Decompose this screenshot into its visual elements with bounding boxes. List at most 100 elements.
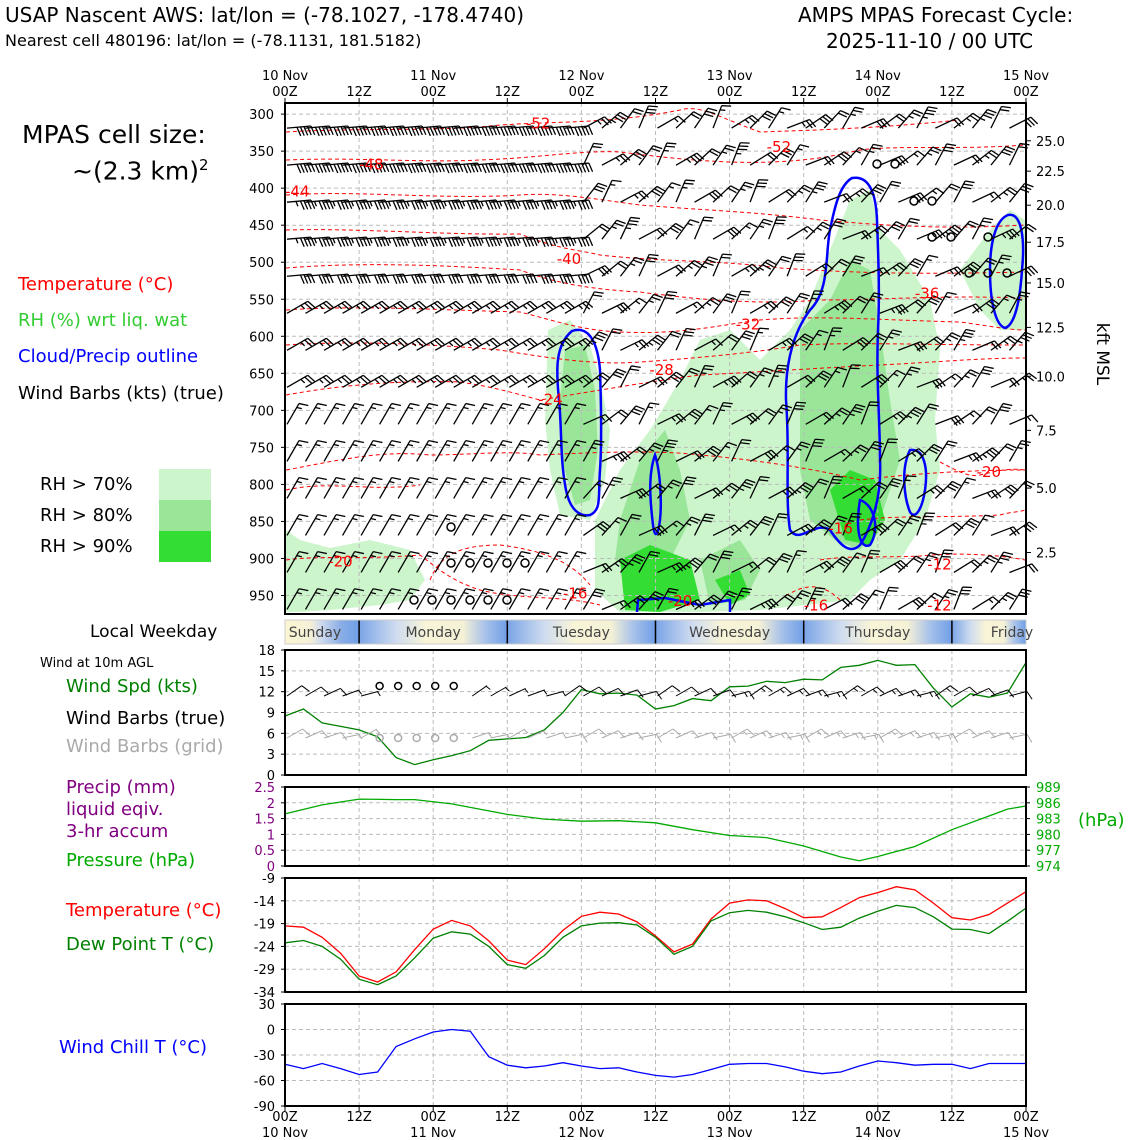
barb-shaft	[805, 290, 815, 314]
barb-shaft	[323, 477, 337, 499]
barb-half	[536, 201, 540, 207]
barb-flag	[953, 267, 962, 276]
barb-shaft	[1008, 183, 1026, 203]
barb-flag	[801, 335, 811, 342]
barb-half	[481, 554, 488, 558]
barb-shaft	[768, 255, 783, 277]
barb-shaft	[416, 273, 441, 277]
barb-shaft	[397, 403, 411, 425]
barb-flag	[1001, 151, 1011, 156]
wind-barb	[546, 337, 575, 351]
barb-flag	[855, 597, 865, 604]
barb-shaft	[379, 337, 401, 351]
barb-shaft	[731, 690, 750, 697]
weekday-strip: Sunday Monday Tuesday Wednesday Thursday Frid…	[284, 619, 1033, 645]
wind-barb	[897, 217, 920, 240]
wind-barb	[731, 438, 752, 462]
wind-barb	[731, 290, 751, 314]
barb-half	[834, 370, 841, 374]
barb-shaft	[508, 514, 522, 536]
barb-half	[541, 378, 546, 384]
barb-flag	[838, 303, 847, 311]
barb-shaft	[935, 415, 959, 425]
pressure-tick-label: 300	[249, 108, 274, 123]
wind-barb	[953, 559, 982, 574]
barb-shaft	[601, 558, 622, 573]
barb-half	[407, 443, 414, 447]
barb-shaft	[972, 149, 992, 166]
wind-barb	[805, 478, 830, 499]
barb-flag	[391, 439, 402, 444]
barb-flag	[335, 588, 346, 592]
barb-flag	[526, 339, 535, 347]
barb-shaft	[935, 522, 957, 536]
wind-barb	[879, 687, 903, 697]
barb-half	[350, 238, 355, 244]
barb-half	[648, 341, 654, 346]
barb-flag	[437, 374, 445, 383]
wind-barb	[620, 297, 648, 314]
barb-flag	[466, 237, 472, 247]
wind-barb	[934, 183, 961, 203]
cycle-title: AMPS MPAS Forecast Cycle:	[798, 3, 1074, 27]
kft-tick-label: 2.5	[1036, 547, 1057, 562]
barb-shaft	[897, 515, 913, 536]
barb-flag	[1031, 414, 1039, 423]
barb-shaft	[712, 482, 733, 499]
barb-half	[777, 410, 784, 414]
barb-flag	[466, 274, 472, 285]
wind-barb	[601, 260, 629, 277]
panel-frame	[284, 877, 1027, 993]
barb-flag	[548, 374, 557, 383]
barb-flag	[594, 291, 604, 294]
barb-flag	[576, 402, 587, 407]
wind-barb	[842, 731, 866, 741]
barb-flag	[668, 439, 678, 443]
barb-flag	[410, 588, 420, 592]
barb-flag	[712, 445, 722, 452]
barb-flag	[911, 112, 921, 117]
barb-flag	[747, 521, 756, 529]
barb-shaft	[583, 562, 606, 574]
barb-half	[945, 337, 952, 342]
temp-contour	[285, 307, 1026, 333]
barb-shaft	[768, 337, 790, 351]
barb-half	[930, 595, 936, 600]
barb-flag	[452, 302, 461, 310]
barb-flag	[584, 200, 590, 210]
wind-barb	[897, 555, 925, 573]
barb-shaft	[916, 106, 929, 129]
barb-shaft	[638, 483, 659, 499]
barb-shaft	[323, 440, 337, 462]
barb-flag	[388, 126, 394, 137]
barb-flag	[335, 514, 346, 518]
barb-shaft	[768, 296, 787, 314]
barb-flag	[882, 118, 891, 127]
barb-flag	[933, 443, 943, 450]
barb-shaft	[397, 514, 411, 536]
barb-shaft	[656, 588, 670, 610]
barb-half	[430, 304, 435, 310]
barb-flag	[437, 300, 445, 309]
barb-flag	[964, 331, 974, 336]
barb-half	[951, 375, 956, 381]
barb-flag	[837, 155, 847, 162]
barb-shaft	[657, 685, 673, 697]
barb-flag	[678, 264, 687, 272]
barb-flag	[659, 227, 668, 235]
barb-half	[719, 409, 726, 412]
barb-flag	[579, 685, 588, 692]
pressure-ytick-label: 980	[1036, 828, 1061, 843]
wind-barb	[379, 514, 402, 536]
barb-flag	[1007, 486, 1016, 494]
barb-flag	[859, 444, 869, 451]
barb-flag	[428, 588, 439, 592]
barb-half	[370, 443, 377, 447]
precip-label-2: liquid eqiv.	[66, 799, 164, 820]
barb-shaft	[546, 300, 568, 314]
barb-shaft	[749, 300, 772, 314]
rh80-area	[615, 430, 690, 575]
barb-shaft	[620, 689, 638, 697]
barb-flag	[341, 376, 350, 384]
barb-flag	[760, 476, 770, 479]
